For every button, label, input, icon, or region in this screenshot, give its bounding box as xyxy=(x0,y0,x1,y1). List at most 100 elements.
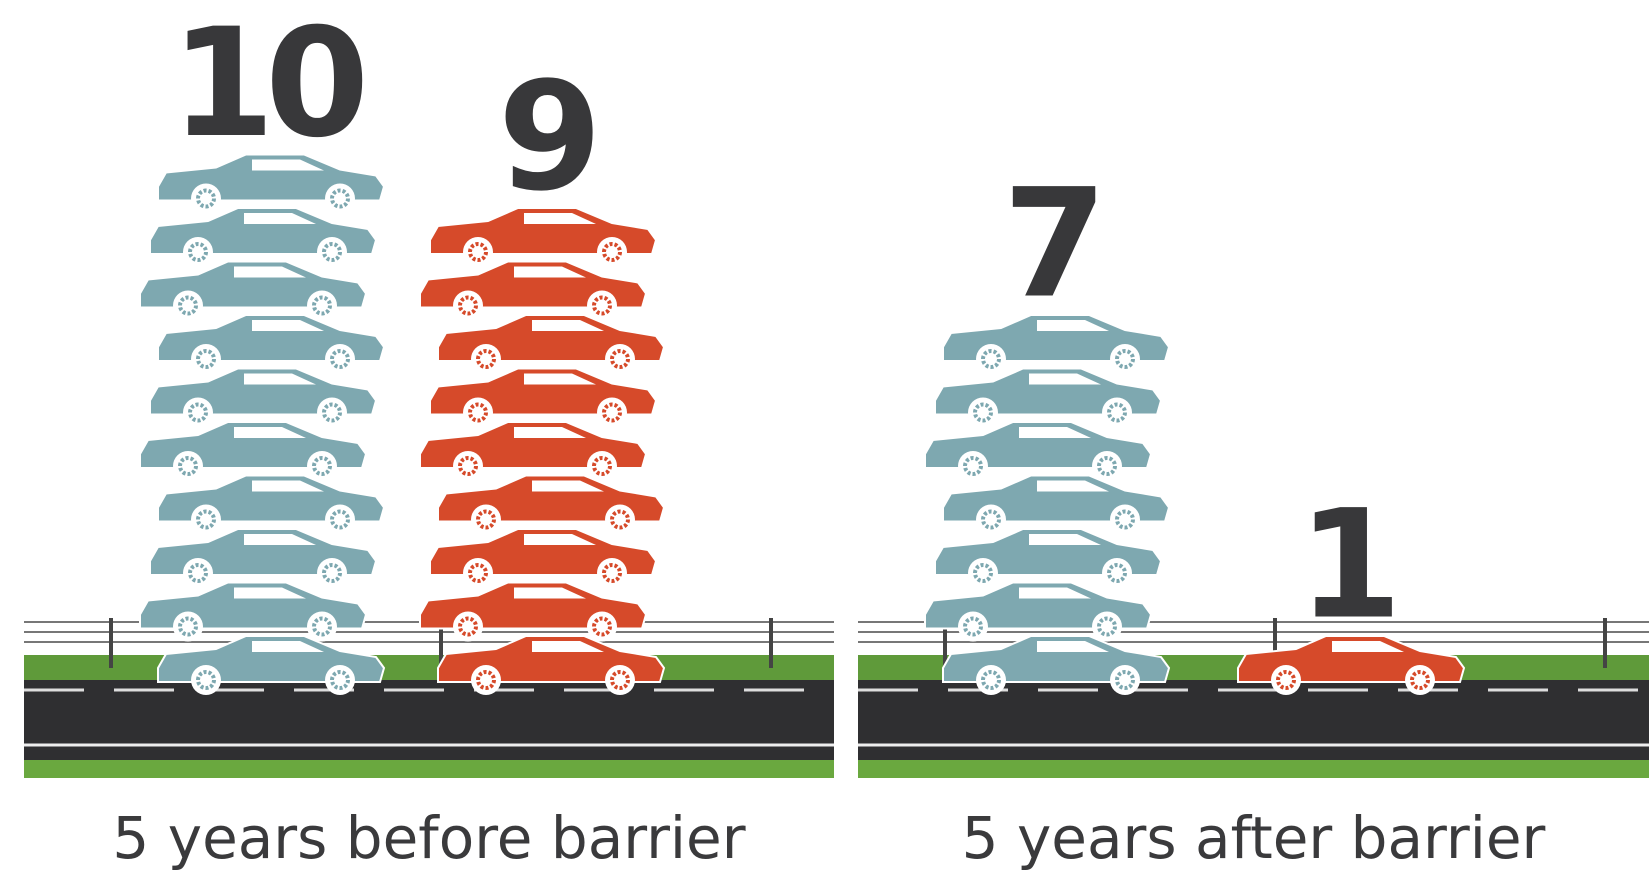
car-window xyxy=(1019,587,1091,599)
car xyxy=(157,474,386,535)
hub xyxy=(458,456,478,476)
car-window xyxy=(234,587,306,599)
hub xyxy=(1115,349,1135,369)
panel-title: 5 years before barrier xyxy=(112,804,745,872)
hub xyxy=(1097,456,1117,476)
car-window xyxy=(514,427,586,438)
hub xyxy=(963,616,983,637)
car-stack xyxy=(1237,635,1466,695)
car-window xyxy=(532,480,604,492)
car-window xyxy=(524,534,596,545)
hub xyxy=(476,670,496,690)
hub xyxy=(602,563,622,583)
hub xyxy=(1107,402,1127,423)
car xyxy=(942,314,1171,374)
car-window xyxy=(1037,480,1109,492)
car-window xyxy=(252,159,324,171)
hub xyxy=(1107,563,1127,583)
grass xyxy=(24,760,834,778)
car xyxy=(157,635,386,695)
hub xyxy=(610,509,630,530)
hub xyxy=(178,456,198,476)
car-window xyxy=(1029,373,1101,385)
car-window xyxy=(532,641,604,652)
car-window xyxy=(244,213,316,224)
car xyxy=(139,260,368,321)
car-window xyxy=(234,427,306,438)
car xyxy=(437,314,666,374)
hub xyxy=(592,456,612,476)
hub xyxy=(963,456,983,476)
car-stack xyxy=(924,314,1171,695)
hub xyxy=(178,295,198,316)
car xyxy=(149,207,378,267)
car xyxy=(157,314,386,374)
hub xyxy=(1115,509,1135,530)
fence-post xyxy=(1603,618,1607,668)
fence-post xyxy=(109,618,113,668)
hub xyxy=(602,402,622,423)
car-window xyxy=(244,373,316,385)
hub xyxy=(196,349,216,369)
car xyxy=(139,421,368,481)
hub xyxy=(330,509,350,530)
hub xyxy=(196,188,216,209)
fence-post xyxy=(439,618,443,668)
car xyxy=(419,260,648,321)
hub xyxy=(610,670,630,690)
hub xyxy=(476,349,496,369)
hub xyxy=(981,349,1001,369)
road xyxy=(24,680,834,760)
car-window xyxy=(252,320,324,331)
car xyxy=(437,474,666,535)
car xyxy=(149,528,378,588)
count-label: 7 xyxy=(1003,158,1097,332)
car-stack xyxy=(419,207,666,695)
car-stack xyxy=(139,153,386,695)
car-window xyxy=(514,266,586,278)
car-window xyxy=(252,480,324,492)
hub xyxy=(592,295,612,316)
car xyxy=(437,635,666,695)
hub xyxy=(178,616,198,637)
hub xyxy=(1115,670,1135,690)
hub xyxy=(312,456,332,476)
grass xyxy=(858,760,1649,778)
car xyxy=(429,528,658,588)
hub xyxy=(322,242,342,262)
hub xyxy=(602,242,622,262)
fence-post xyxy=(769,618,773,668)
hub xyxy=(592,616,612,637)
car xyxy=(934,367,1163,428)
car xyxy=(942,635,1171,695)
count-label: 9 xyxy=(498,51,593,225)
car-window xyxy=(1029,534,1101,545)
car-window xyxy=(1019,427,1091,438)
car-window xyxy=(252,641,324,652)
hub xyxy=(468,402,488,423)
car-window xyxy=(1037,320,1109,331)
hub xyxy=(196,509,216,530)
car-window xyxy=(234,266,306,278)
panel-title: 5 years after barrier xyxy=(962,804,1546,872)
hub xyxy=(322,563,342,583)
car xyxy=(419,421,648,481)
hub xyxy=(1276,670,1296,690)
hub xyxy=(981,670,1001,690)
car-window xyxy=(1037,641,1109,652)
hub xyxy=(188,402,208,423)
car xyxy=(139,581,368,642)
road xyxy=(858,680,1649,760)
car xyxy=(924,421,1153,481)
hub xyxy=(458,295,478,316)
car-window xyxy=(514,587,586,599)
hub xyxy=(1410,670,1430,690)
hub xyxy=(188,242,208,262)
road-scene xyxy=(24,618,834,778)
hub xyxy=(468,563,488,583)
hub xyxy=(468,242,488,262)
car xyxy=(419,581,648,642)
fence-post xyxy=(1273,618,1277,668)
car xyxy=(942,474,1171,535)
hub xyxy=(188,563,208,583)
